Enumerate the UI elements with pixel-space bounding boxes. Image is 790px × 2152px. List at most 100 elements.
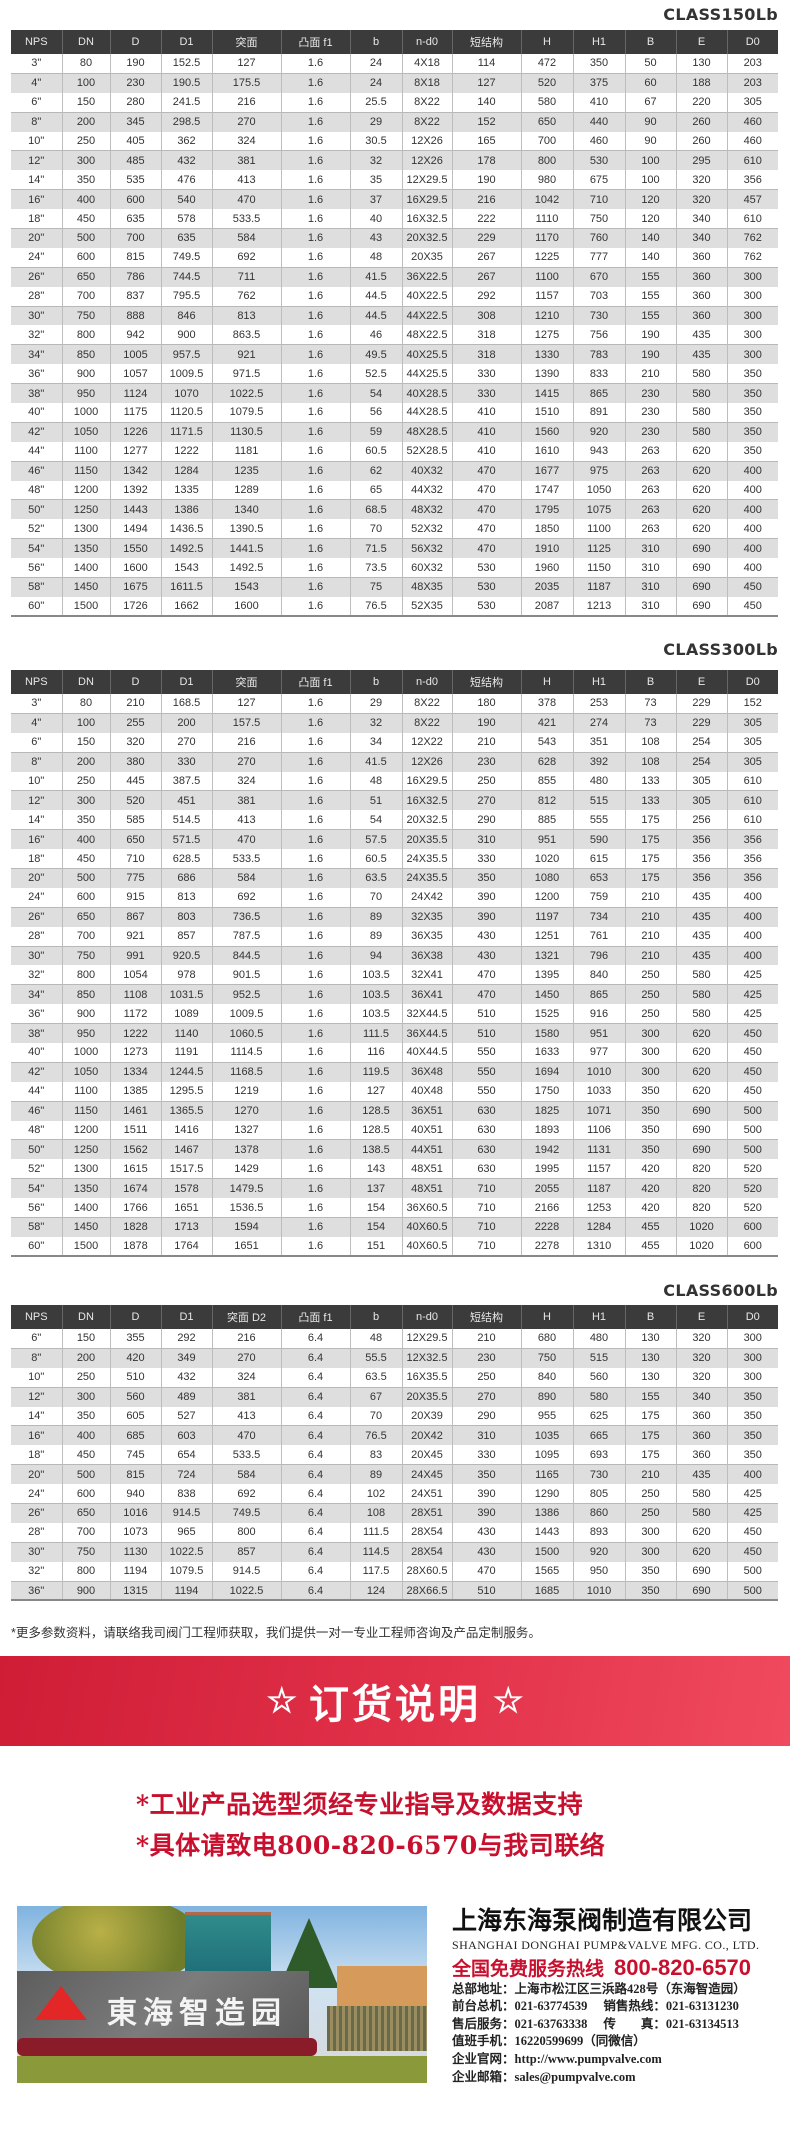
column-header: 短结构 <box>451 670 521 694</box>
table-cell: 250 <box>451 771 521 791</box>
table-cell: 256 <box>675 810 727 830</box>
table-cell: 1.6 <box>280 170 350 190</box>
sign-text: 東海智造园 <box>107 1996 287 2031</box>
table-cell: 150 <box>61 732 110 753</box>
table-cell: 114 <box>451 54 521 74</box>
table-cell: 350 <box>726 1406 778 1426</box>
table-cell: 1942 <box>520 1139 573 1160</box>
table-cell: 1157 <box>520 286 573 307</box>
front-desk-phone: 前台总机：021-63774539 <box>452 1999 588 2013</box>
table-cell: 175 <box>624 1406 676 1426</box>
table-cell: 1.6 <box>280 209 350 229</box>
table-cell: 154 <box>349 1217 402 1237</box>
table-cell: 1.6 <box>280 810 350 830</box>
table-row: 28" 700 1073 965 800 6.4 111.5 28X54 430 1443 893 3… <box>11 1522 778 1543</box>
table-cell: 1517.5 <box>160 1159 212 1179</box>
table-cell: 32X44.5 <box>401 1004 452 1024</box>
table-cell: 154 <box>349 1198 402 1218</box>
table-cell: 200 <box>160 712 212 733</box>
table-cell: 1525 <box>520 1004 573 1024</box>
table-cell: 730 <box>572 305 625 326</box>
table-cell: 46" <box>11 1100 62 1121</box>
order-notice-banner: ☆ 订货说明 ☆ <box>0 1656 790 1746</box>
table-cell: 1825 <box>520 1100 573 1121</box>
table-cell: 65 <box>349 480 402 500</box>
table-cell: 787.5 <box>211 926 281 947</box>
table-cell: 133 <box>624 790 676 811</box>
table-cell: 470 <box>451 984 521 1005</box>
table-cell: 1020 <box>675 1236 727 1258</box>
table-cell: 650 <box>61 906 110 927</box>
table-cell: 460 <box>572 131 625 151</box>
table-row: 16" 400 600 540 470 1.6 37 16X29.5 216 1042 710 120… <box>11 189 778 210</box>
table-cell: 1594 <box>211 1217 281 1237</box>
table-cell: 745 <box>109 1445 161 1465</box>
table-cell: 4X18 <box>401 54 452 74</box>
email-link[interactable]: 企业邮箱：sales@pumpvalve.com <box>452 2070 636 2084</box>
table-cell: 44X51 <box>401 1139 452 1160</box>
table-cell: 470 <box>451 499 521 520</box>
table-cell: 180 <box>451 694 521 714</box>
table-cell: 57.5 <box>349 829 402 850</box>
table-cell: 310 <box>624 577 676 597</box>
table-cell: 127 <box>211 54 281 74</box>
table-cell: 8X22 <box>401 694 452 714</box>
table-cell: 250 <box>624 1484 676 1504</box>
table-cell: 700 <box>61 1522 110 1543</box>
table-cell: 1415 <box>520 383 573 404</box>
table-cell: 435 <box>675 926 727 947</box>
table-cell: 620 <box>675 1081 727 1102</box>
table-row: 16" 400 650 571.5 470 1.6 57.5 20X35.5 310 951 590… <box>11 829 778 850</box>
table-cell: 560 <box>572 1367 625 1388</box>
table-cell: 133 <box>624 771 676 791</box>
table-cell: 12X29.5 <box>401 1329 452 1349</box>
table-cell: 1130 <box>109 1541 161 1562</box>
table-cell: 130 <box>624 1329 676 1349</box>
table-cell: 54 <box>349 810 402 830</box>
table-cell: 254 <box>675 751 727 772</box>
table-cell: 760 <box>572 228 625 248</box>
table-cell: 1511 <box>109 1120 161 1140</box>
table-cell: 355 <box>109 1329 161 1349</box>
column-header: B <box>624 30 676 54</box>
table-cell: 750 <box>572 209 625 229</box>
table-cell: 120 <box>624 209 676 229</box>
column-header: D1 <box>160 1305 212 1329</box>
table-row: 18" 450 635 578 533.5 1.6 40 16X32.5 222 1110 750 1… <box>11 209 778 229</box>
table-cell: 1200 <box>520 887 573 908</box>
table-cell: 210 <box>109 694 161 714</box>
table-cell: 756 <box>572 325 625 345</box>
table-cell: 951 <box>572 1023 625 1044</box>
table-cell: 80 <box>61 54 110 74</box>
table-cell: 457 <box>726 189 778 210</box>
table-cell: 76.5 <box>349 1425 402 1446</box>
table-cell: 40X60.5 <box>401 1236 452 1258</box>
table-cell: 432 <box>160 150 212 171</box>
table-row: 58" 1450 1675 1611.5 1543 1.6 75 48X35 530 2035 11… <box>11 577 778 597</box>
table-cell: 1.6 <box>280 1198 350 1218</box>
sales-hotline: 销售热线：021-63131230 <box>603 1999 739 2013</box>
table-cell: 20X39 <box>401 1406 452 1426</box>
table-cell: 2055 <box>520 1178 573 1199</box>
website-link[interactable]: 企业官网：http://www.pumpvalve.com <box>452 2052 662 2066</box>
table-row: 48" 1200 1392 1335 1289 1.6 65 44X32 470 1747 1050… <box>11 480 778 500</box>
table-cell: 24" <box>28 1487 45 1500</box>
table-row: 60" 1500 1726 1662 1600 1.6 76.5 52X35 530 2087 12… <box>11 596 778 618</box>
table-row: 8" 200 380 330 270 1.6 41.5 12X26 230 628 392 108 25… <box>11 751 778 772</box>
table-cell: 580 <box>675 965 727 985</box>
table-cell: 108 <box>624 751 676 772</box>
table-cell: 310 <box>624 538 676 559</box>
table-cell: 1009.5 <box>160 364 212 384</box>
table-cell: 1219 <box>211 1081 281 1102</box>
table-cell: 950 <box>572 1561 625 1582</box>
table-row: 46" 1150 1342 1284 1235 1.6 62 40X32 470 1677 975 2… <box>11 460 778 481</box>
table-cell: 650 <box>520 111 573 132</box>
table-cell: 1191 <box>160 1043 212 1063</box>
table-row: 18" 450 710 628.5 533.5 1.6 60.5 24X35.5 330 1020… <box>11 849 778 869</box>
table-cell: 48X22.5 <box>401 325 452 345</box>
table-cell: 34 <box>349 732 402 753</box>
table-cell: 350 <box>726 364 778 384</box>
table-cell: 1050 <box>572 480 625 500</box>
factory-photo: 東海智造园 <box>17 1906 427 2083</box>
table-cell: 610 <box>726 150 778 171</box>
